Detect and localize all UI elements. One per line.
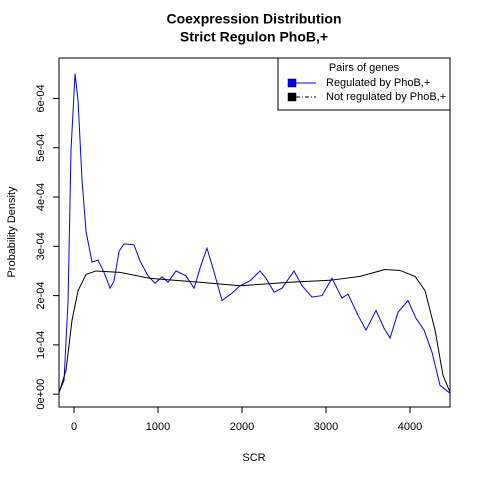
plot-frame — [58, 57, 451, 408]
legend-label: Regulated by PhoB,+ — [326, 77, 430, 89]
legend-label: Not regulated by PhoB,+ — [326, 91, 446, 103]
series-line — [58, 73, 451, 394]
x-tick-label: 2000 — [230, 421, 254, 433]
legend-box — [277, 57, 451, 111]
y-tick-label: 3e-04 — [35, 232, 47, 260]
y-tick-label: 6e-04 — [35, 84, 47, 112]
legend-swatch — [287, 92, 297, 102]
legend-swatch — [287, 78, 297, 88]
x-tick-label: 3000 — [314, 421, 338, 433]
y-tick-label: 4e-04 — [35, 183, 47, 211]
x-tick-label: 4000 — [398, 421, 422, 433]
chart-title: Strict Regulon PhoB,+ — [180, 29, 328, 45]
x-axis-label: SCR — [242, 452, 265, 464]
y-tick-label: 0e+00 — [35, 379, 47, 410]
y-axis-label: Probability Density — [6, 186, 18, 278]
legend-title: Pairs of genes — [329, 62, 400, 74]
y-tick-label: 5e-04 — [35, 134, 47, 162]
series-line — [58, 268, 451, 394]
y-tick-label: 1e-04 — [35, 331, 47, 359]
y-tick-label: 2e-04 — [35, 282, 47, 310]
chart-title: Coexpression Distribution — [166, 11, 341, 27]
x-tick-label: 1000 — [146, 421, 170, 433]
x-tick-label: 0 — [71, 421, 77, 433]
